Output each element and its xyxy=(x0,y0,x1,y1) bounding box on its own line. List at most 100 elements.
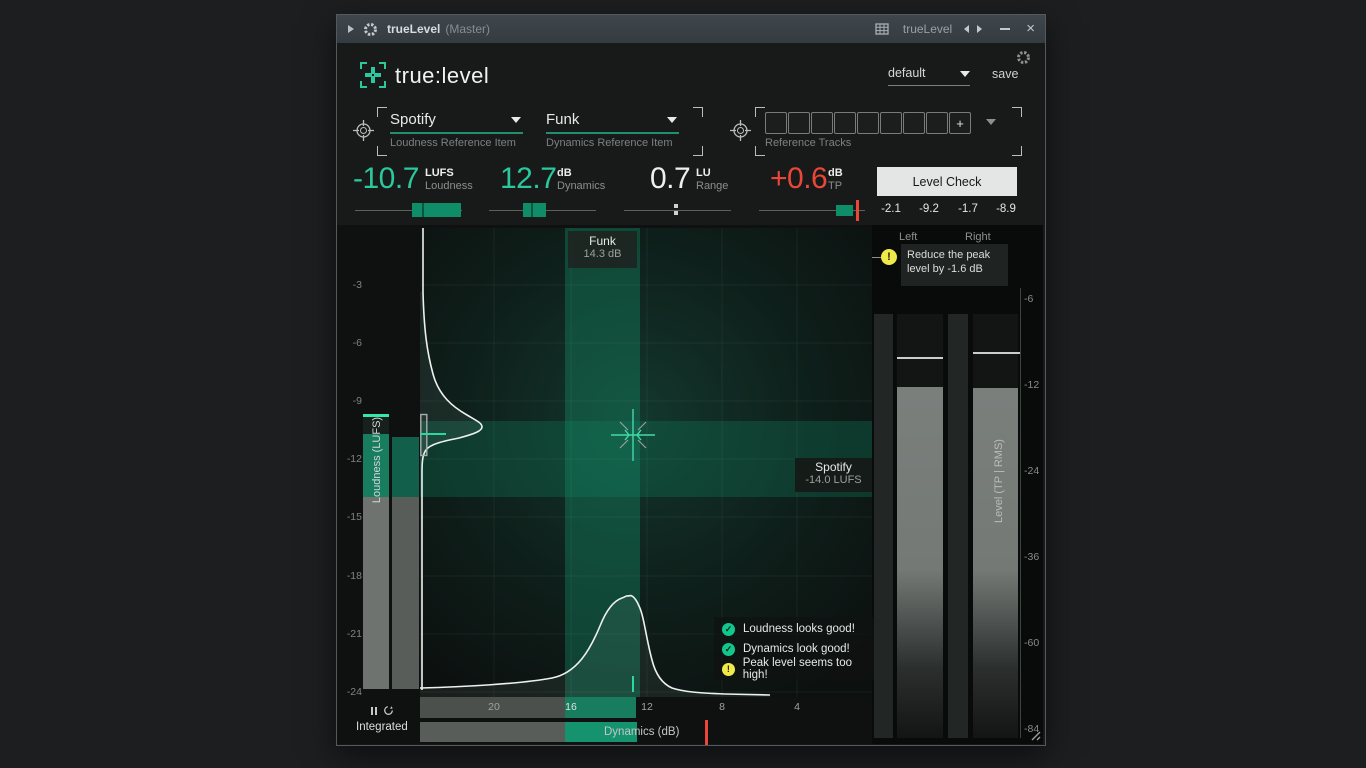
integrated-label[interactable]: Integrated xyxy=(356,721,408,733)
status-text: Peak level seems too high! xyxy=(742,657,853,681)
loudness-distribution-curve xyxy=(421,228,483,690)
shortterm-bar-green xyxy=(392,437,419,497)
keyboard-grid-icon[interactable] xyxy=(875,22,889,36)
dynamics-axis-bar-gray xyxy=(420,697,565,718)
reference-track-slot[interactable] xyxy=(880,112,902,134)
dynamics-reference-label: Dynamics Reference Item xyxy=(546,137,673,149)
meter-scale-axis xyxy=(1020,288,1021,738)
y-tick: -18 xyxy=(346,570,362,582)
left-tp-meter xyxy=(874,314,893,738)
plugin-switcher-label[interactable]: trueLevel xyxy=(902,22,953,36)
level-check-button[interactable]: Level Check xyxy=(877,167,1017,196)
dynamics-slider-handle[interactable] xyxy=(531,203,533,217)
check-icon: ✓ xyxy=(722,642,735,656)
dynamics-reference-underline xyxy=(546,132,679,134)
target-crosshair-icon xyxy=(611,409,655,461)
dynamics-meter-green xyxy=(565,722,637,742)
minimize-icon[interactable] xyxy=(1000,28,1011,30)
reference-track-slot[interactable] xyxy=(926,112,948,134)
x-tick: 20 xyxy=(488,701,500,713)
readout-tp-right: -1.7 xyxy=(958,203,978,215)
preset-select[interactable]: default xyxy=(888,66,926,80)
dynamics-red-marker xyxy=(705,720,708,745)
settings-gear-icon[interactable] xyxy=(1016,50,1031,65)
reference-track-slot[interactable] xyxy=(857,112,879,134)
reference-track-slot[interactable] xyxy=(788,112,810,134)
loudness-reference-label: Loudness Reference Item xyxy=(390,137,516,149)
pause-icon[interactable] xyxy=(371,706,377,715)
loudness-reference-underline xyxy=(390,132,523,134)
dynamics-reference-caret-icon[interactable] xyxy=(667,117,677,123)
loudness-slider-handle[interactable] xyxy=(422,203,424,217)
preset-caret-down-icon[interactable] xyxy=(960,71,970,77)
reference-tracks-caret-icon[interactable] xyxy=(986,119,996,125)
range-slider-handle[interactable] xyxy=(674,204,678,208)
save-button[interactable]: save xyxy=(992,67,1019,81)
loudness-metric-label: Loudness xyxy=(425,180,473,192)
meter-scale-tick: -36 xyxy=(1024,551,1040,563)
resize-grip-icon[interactable] xyxy=(1028,728,1042,742)
meter-scale-tick: -60 xyxy=(1024,637,1040,649)
loudness-reference-select[interactable]: Spotify xyxy=(390,111,436,128)
meter-axis-label: Level (TP | RMS) xyxy=(993,439,1005,523)
true-peak-slider-track[interactable] xyxy=(759,210,865,211)
right-channel-label: Right xyxy=(965,231,991,243)
dynamics-meter-gray xyxy=(420,722,565,742)
dynamics-reference-select[interactable]: Funk xyxy=(546,111,580,128)
range-slider-handle2[interactable] xyxy=(674,211,678,215)
readout-rms-right: -8.9 xyxy=(996,203,1016,215)
reset-loop-icon[interactable] xyxy=(383,705,394,716)
dynamics-slider-range[interactable] xyxy=(523,203,546,217)
loudness-slider-track[interactable] xyxy=(355,210,462,211)
y-axis-label: Loudness (LUFS) xyxy=(371,416,383,504)
collapse-arrow-icon[interactable] xyxy=(348,25,354,33)
peak-warning-tooltip: Reduce the peak level by -1.6 dB xyxy=(901,244,1008,286)
preset-underline xyxy=(888,85,970,86)
reference-track-slot[interactable] xyxy=(765,112,787,134)
true-peak-slider-range[interactable] xyxy=(836,205,853,216)
close-icon[interactable]: × xyxy=(1026,20,1035,37)
dynamics-tag-value: 14.3 dB xyxy=(583,248,622,260)
status-message-peak: ! Peak level seems too high! xyxy=(722,657,877,681)
dynamics-value: 12.7 xyxy=(500,162,557,195)
status-text: Loudness looks good! xyxy=(743,623,855,635)
y-tick: -3 xyxy=(352,279,362,291)
prev-plugin-icon[interactable] xyxy=(964,25,970,33)
warning-text-line2: level by -1.6 dB xyxy=(907,263,983,275)
add-reference-track-button[interactable]: + xyxy=(949,112,971,134)
true-peak-metric-label: TP xyxy=(828,180,843,192)
check-icon: ✓ xyxy=(722,622,735,636)
reference-track-slots: + xyxy=(765,112,971,134)
right-rms-meter-bar xyxy=(973,388,1018,738)
reference-track-slot[interactable] xyxy=(903,112,925,134)
range-unit: LU xyxy=(696,167,711,179)
window-title-context: (Master) xyxy=(445,22,491,36)
reference-tracks-frame xyxy=(755,107,1022,156)
true-peak-value: +0.6 xyxy=(770,162,828,195)
range-metric-label: Range xyxy=(696,180,729,192)
dynamics-axis-bar-green xyxy=(565,697,636,718)
left-rms-meter-bar xyxy=(897,387,943,738)
loudness-value: -10.7 xyxy=(353,162,419,195)
dynamics-reference-tag[interactable]: Funk 14.3 dB xyxy=(568,231,637,268)
status-message-loudness: ✓ Loudness looks good! xyxy=(722,619,877,639)
plugin-menu-gear-icon[interactable] xyxy=(363,22,378,37)
readout-rms-left: -9.2 xyxy=(919,203,939,215)
range-slider-track[interactable] xyxy=(624,210,731,211)
warning-text-line1: Reduce the peak xyxy=(907,249,991,261)
reference-track-slot[interactable] xyxy=(811,112,833,134)
target-tracks-icon xyxy=(730,120,751,141)
peak-warning-icon[interactable]: ! xyxy=(881,249,897,265)
window-titlebar[interactable]: trueLevel (Master) trueLevel × xyxy=(337,15,1045,44)
sonible-logo-icon xyxy=(360,62,386,88)
loudness-tag-value: -14.0 LUFS xyxy=(805,474,862,486)
dynamics-unit: dB xyxy=(557,167,572,179)
loudness-reference-caret-icon[interactable] xyxy=(511,117,521,123)
loudness-slider-range[interactable] xyxy=(412,203,461,217)
y-tick: -15 xyxy=(346,511,362,523)
reference-track-slot[interactable] xyxy=(834,112,856,134)
loudness-reference-tag[interactable]: Spotify -14.0 LUFS xyxy=(795,458,872,492)
next-plugin-icon[interactable] xyxy=(977,25,983,33)
readout-tp-left: -2.1 xyxy=(881,203,901,215)
